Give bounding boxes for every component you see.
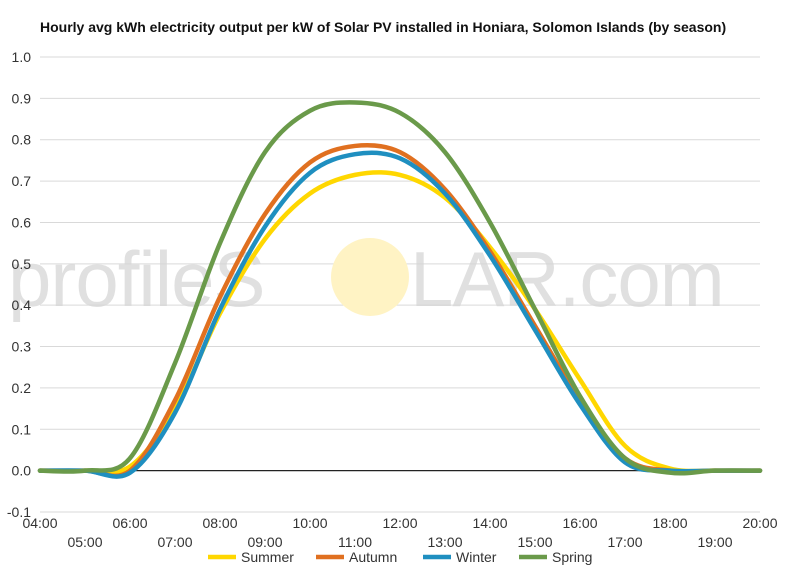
x-tick-label: 17:00 bbox=[607, 534, 642, 550]
x-tick-label: 20:00 bbox=[742, 515, 777, 531]
x-tick-label: 06:00 bbox=[112, 515, 147, 531]
x-tick-label: 14:00 bbox=[472, 515, 507, 531]
legend-label-autumn: Autumn bbox=[349, 549, 397, 565]
y-tick-label: 0.0 bbox=[12, 463, 32, 479]
chart-title: Hourly avg kWh electricity output per kW… bbox=[40, 19, 727, 35]
y-tick-label: -0.1 bbox=[7, 504, 31, 520]
x-tick-label: 12:00 bbox=[382, 515, 417, 531]
watermark-text-right: LAR.com bbox=[410, 235, 724, 323]
y-tick-label: 0.9 bbox=[12, 90, 32, 106]
y-tick-label: 0.2 bbox=[12, 380, 32, 396]
x-tick-label: 13:00 bbox=[427, 534, 462, 550]
legend-label-spring: Spring bbox=[552, 549, 592, 565]
series-line-summer bbox=[37, 170, 763, 475]
series-line-winter bbox=[37, 150, 763, 479]
x-tick-label: 08:00 bbox=[202, 515, 237, 531]
x-tick-label: 18:00 bbox=[652, 515, 687, 531]
x-tick-label: 10:00 bbox=[292, 515, 327, 531]
watermark: profileS LAR.com bbox=[8, 235, 725, 323]
watermark-sun-icon bbox=[331, 238, 409, 316]
y-tick-label: 0.6 bbox=[12, 214, 32, 230]
x-tick-label: 07:00 bbox=[157, 534, 192, 550]
y-tick-label: 1.0 bbox=[12, 49, 32, 65]
x-tick-label: 09:00 bbox=[247, 534, 282, 550]
watermark-text-left: profileS bbox=[8, 235, 264, 323]
y-tick-label: 0.4 bbox=[12, 297, 32, 313]
legend: Summer Autumn Winter Spring bbox=[208, 549, 592, 565]
x-tick-label: 16:00 bbox=[562, 515, 597, 531]
y-tick-label: 0.3 bbox=[12, 339, 32, 355]
legend-label-summer: Summer bbox=[241, 549, 294, 565]
y-tick-label: 0.1 bbox=[12, 421, 32, 437]
y-tick-label: 0.8 bbox=[12, 132, 32, 148]
x-tick-label: 05:00 bbox=[67, 534, 102, 550]
x-tick-label: 15:00 bbox=[517, 534, 552, 550]
legend-label-winter: Winter bbox=[456, 549, 497, 565]
y-tick-label: 0.5 bbox=[12, 256, 32, 272]
x-tick-label: 11:00 bbox=[338, 534, 372, 550]
axes: -0.1 0.0 0.1 0.2 0.3 0.4 0.5 0.6 0.7 0.8 0.9 1.0 04:… bbox=[7, 49, 778, 550]
series-line-spring bbox=[37, 100, 763, 476]
grid bbox=[40, 56, 760, 513]
x-tick-label: 04:00 bbox=[22, 515, 57, 531]
y-tick-label: 0.7 bbox=[12, 173, 32, 189]
x-tick-label: 19:00 bbox=[697, 534, 732, 550]
series bbox=[37, 100, 763, 479]
